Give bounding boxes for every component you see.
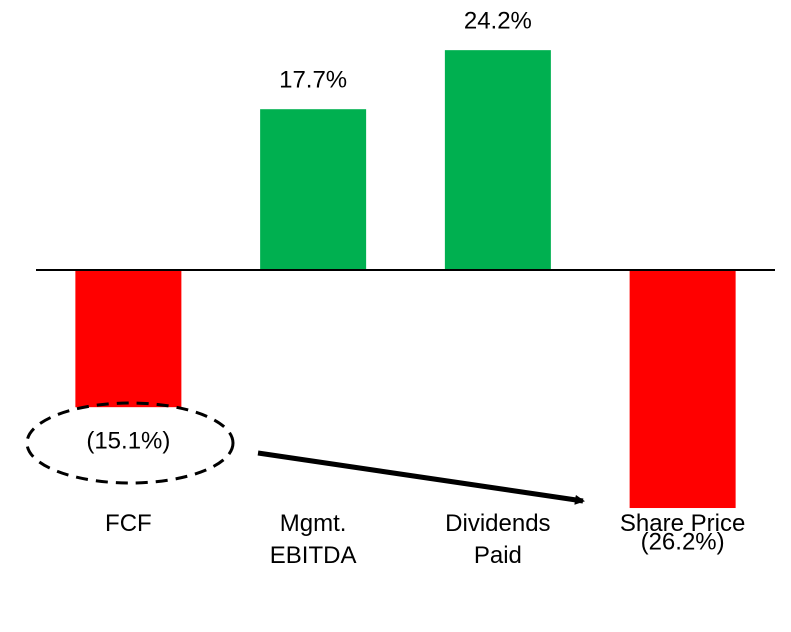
bar bbox=[75, 270, 182, 408]
x-tick-label: Mgmt. EBITDA bbox=[270, 510, 357, 569]
value-label: (26.2%) bbox=[641, 528, 725, 555]
value-label: 17.7% bbox=[279, 67, 347, 94]
value-label: (15.1%) bbox=[86, 428, 170, 455]
bar bbox=[260, 109, 367, 270]
bar bbox=[444, 50, 551, 270]
x-tick-label: Share Price bbox=[620, 510, 745, 537]
x-tick-label: Dividends Paid bbox=[445, 510, 550, 569]
arrow bbox=[257, 450, 585, 505]
x-tick-label: FCF bbox=[105, 510, 152, 537]
bar bbox=[629, 270, 736, 509]
highlight-ellipse bbox=[25, 401, 235, 485]
value-label: 24.2% bbox=[464, 7, 532, 34]
